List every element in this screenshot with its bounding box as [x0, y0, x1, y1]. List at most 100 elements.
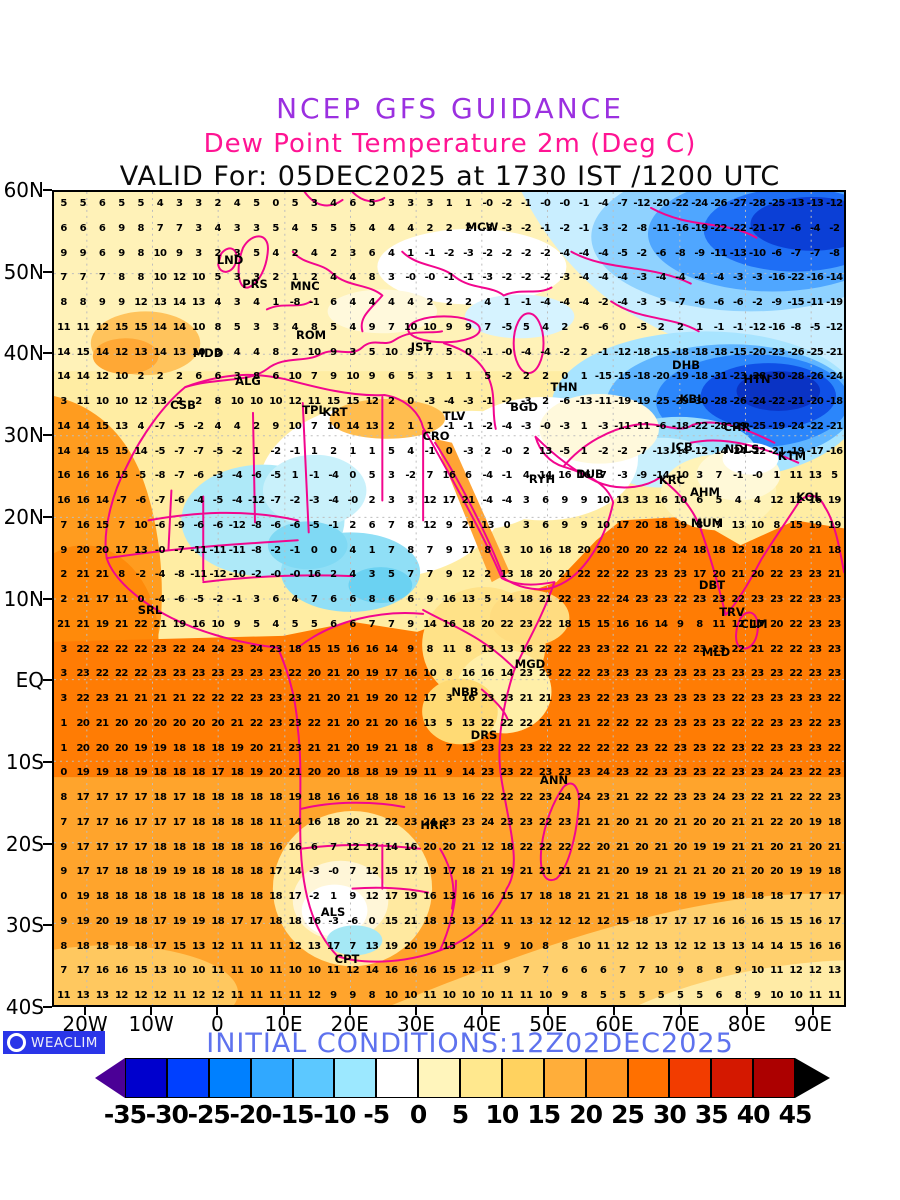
grid-value: 21	[365, 717, 379, 729]
grid-value: 16	[442, 470, 456, 482]
grid-value: 7	[715, 519, 723, 531]
grid-value: 20	[615, 544, 629, 556]
grid-value: 3	[426, 371, 433, 383]
grid-value: 23	[750, 693, 764, 704]
lat-axis-label: EQ	[15, 668, 44, 693]
grid-value: -4	[598, 198, 609, 209]
grid-value: 24	[596, 767, 610, 779]
grid-value: 23	[615, 668, 629, 680]
grid-row: 14 14 12 10 2 2 2 6 6 3 8 6 10 7 9 10 9 6 5 3 1 1 5 -2 2 2 0 1 -15 -1…	[54, 365, 844, 390]
station-label-HRR: HRR	[420, 818, 448, 832]
grid-value: -5	[617, 247, 628, 259]
grid-value: -6	[655, 420, 667, 432]
grid-value: 23	[442, 816, 456, 828]
grid-value: 7	[619, 965, 626, 977]
grid-value: 16	[76, 519, 90, 531]
grid-value: 18	[211, 816, 225, 828]
grid-value: 16	[95, 470, 109, 482]
station-label-KBL: KBL	[679, 392, 705, 406]
grid-value: 22	[538, 618, 552, 630]
grid-value: 13	[731, 940, 745, 952]
grid-value: -6	[732, 297, 744, 308]
grid-value: 2	[484, 569, 491, 581]
grid-value: 1	[407, 420, 414, 432]
grid-value: 20	[346, 742, 360, 754]
grid-value: -15	[729, 346, 747, 358]
grid-value: 22	[134, 668, 148, 680]
grid-value: 23	[789, 693, 803, 704]
grid-value: -2	[598, 297, 609, 308]
grid-value: 20	[346, 816, 360, 828]
grid-value: 3	[407, 495, 414, 506]
grid-value: 15	[789, 940, 803, 952]
grid-value: 16	[827, 940, 841, 952]
grid-value: 21	[673, 816, 687, 828]
lat-tick	[43, 842, 52, 845]
grid-value: -15	[652, 346, 670, 358]
grid-value: 1	[368, 544, 376, 556]
grid-value: 5	[715, 495, 723, 506]
grid-value: 6	[330, 594, 337, 605]
grid-value: 18	[249, 816, 263, 828]
grid-row: 0 19 18 18 18 18 18 18 18 18 18 18 17 -2 1 9 12 17 19 16 13 1…	[54, 885, 844, 910]
grid-value: 21	[731, 866, 745, 878]
grid-value: 7	[310, 371, 318, 383]
grid-value: 14	[95, 346, 109, 358]
grid-value: 10	[750, 965, 764, 977]
grid-value: -14	[652, 470, 670, 482]
grid-value: 20	[249, 742, 263, 754]
grid-value: -29	[729, 420, 747, 432]
grid-value: -6	[251, 470, 262, 482]
grid-value: 21	[558, 569, 572, 581]
grid-value: -4	[501, 420, 513, 432]
grid-value: 22	[230, 693, 244, 704]
grid-value: 5	[310, 618, 318, 630]
grid-value: 15	[500, 891, 514, 902]
grid-value: 23	[230, 643, 244, 655]
grid-value: -3	[636, 297, 648, 308]
grid-value: 20	[770, 618, 784, 630]
grid-value: -0	[347, 495, 359, 506]
grid-value: 17	[442, 495, 456, 506]
grid-value: 12	[153, 990, 167, 1001]
grid-value: 22	[789, 792, 803, 803]
grid-value: 11	[57, 321, 71, 333]
grid-value: 13	[442, 915, 456, 927]
weaclim-logo: WEACLIM	[3, 1031, 105, 1054]
grid-value: -3	[617, 470, 628, 482]
grid-value: 12	[134, 396, 148, 407]
grid-value: 10	[789, 990, 803, 1001]
grid-value: 19	[230, 742, 244, 754]
grid-value: 5	[214, 272, 222, 284]
grid-value: 1	[368, 445, 376, 457]
grid-value: 21	[76, 594, 90, 605]
grid-value: 17	[249, 915, 263, 927]
grid-value: 14	[750, 940, 764, 952]
grid-value: -28	[749, 198, 766, 209]
grid-value: 5	[79, 198, 87, 209]
grid-value: 10	[519, 940, 533, 952]
grid-value: 22	[288, 668, 302, 680]
lon-axis-label: 50E	[529, 1012, 568, 1036]
grid-row: 8 17 17 17 17 18 17 18 18 18 18 18 19 18 16 16 18 18 18 16 1…	[54, 786, 844, 811]
grid-value: 19	[404, 891, 417, 902]
grid-value: 23	[827, 668, 841, 680]
grid-value: 9	[60, 247, 67, 259]
grid-value: 18	[288, 915, 302, 927]
grid-value: -4	[328, 470, 339, 482]
grid-value: 3	[407, 198, 414, 209]
grid-value: -19	[768, 420, 785, 432]
grid-value: 18	[770, 891, 784, 902]
grid-value: 17	[404, 866, 417, 878]
grid-value: 16	[461, 792, 475, 803]
grid-value: 5	[291, 198, 299, 209]
grid-value: 23	[481, 742, 494, 754]
grid-value: 18	[423, 915, 437, 927]
grid-value: 11	[230, 940, 244, 952]
grid-value: 18	[404, 742, 417, 754]
grid-value: 5	[253, 618, 260, 630]
grid-value: 22	[596, 569, 610, 581]
grid-value: 7	[60, 272, 67, 284]
station-label-AHM: AHM	[690, 485, 720, 499]
grid-value: 0	[465, 346, 472, 358]
